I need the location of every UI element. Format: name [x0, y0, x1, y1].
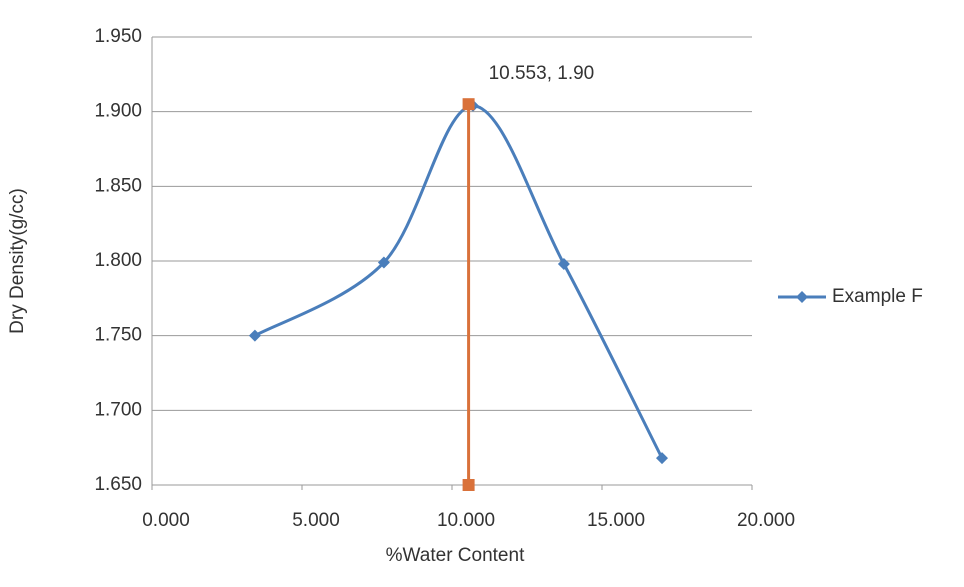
y-tick-label: 1.650 [94, 474, 142, 495]
x-axis-title: %Water Content [386, 545, 525, 566]
marker [462, 479, 475, 491]
x-tick-label: 15.000 [587, 510, 645, 531]
marker [248, 329, 261, 342]
legend-marker [796, 291, 808, 303]
y-axis-title: Dry Density(g/cc) [7, 188, 28, 334]
marker [377, 256, 390, 269]
annotation: 10.553, 1.90 [489, 63, 595, 84]
marker [462, 98, 475, 111]
y-tick-label: 1.850 [94, 175, 142, 196]
y-tick-label: 1.950 [94, 26, 142, 47]
series-line [254, 104, 664, 459]
marker [557, 257, 570, 270]
x-tick-label: 10.000 [437, 510, 495, 531]
x-tick-label: 20.000 [737, 510, 795, 531]
y-tick-label: 1.750 [94, 325, 142, 346]
x-tick-label: 5.000 [292, 510, 340, 531]
marker [656, 452, 668, 465]
y-tick-label: 1.900 [94, 101, 142, 122]
y-tick-label: 1.700 [94, 399, 142, 420]
x-tick-label: 0.000 [142, 510, 190, 531]
y-tick-label: 1.800 [94, 250, 142, 271]
legend-label: Example F [832, 286, 923, 307]
